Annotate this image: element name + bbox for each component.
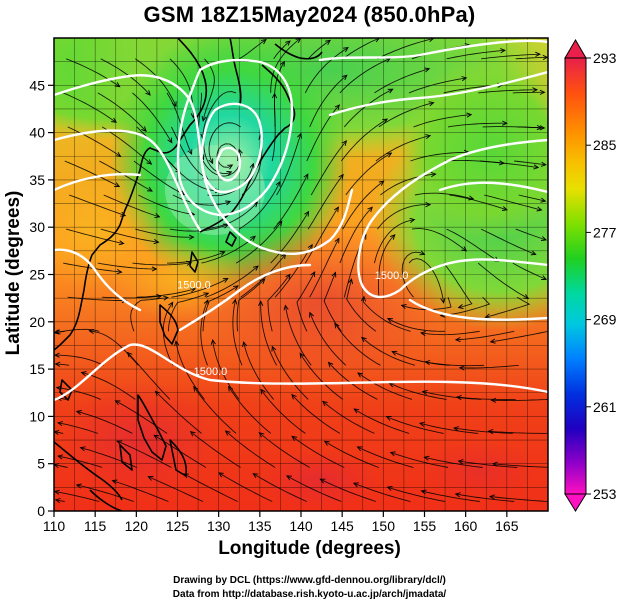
colorbar-scale: [564, 57, 587, 495]
colorbar-lower-triangle: [564, 493, 587, 512]
y-tick-label: 15: [29, 361, 45, 377]
y-tick-label: 10: [29, 408, 45, 424]
credit-data-source: Data from http://database.rish.kyoto-u.a…: [172, 589, 447, 600]
y-tick-label: 20: [29, 314, 45, 330]
x-tick-label: 140: [289, 518, 313, 534]
grid: [54, 38, 548, 511]
y-tick-label: 35: [29, 172, 45, 188]
x-tick-label: 125: [166, 518, 190, 534]
chart-title: GSM 18Z15May2024 (850.0hPa): [143, 2, 476, 27]
colorbar-tick-label: 293: [593, 50, 617, 66]
x-axis-label: Longitude (degrees): [218, 538, 401, 559]
x-axis-ticks: 110 115 120 125 130 135 140 145 150 155 160 165: [43, 511, 519, 534]
colorbar: 293 285 277 269 261 253: [564, 39, 617, 512]
x-tick-label: 115: [84, 518, 107, 534]
y-tick-label: 5: [37, 456, 45, 472]
contour-label: 1500.0: [375, 270, 409, 282]
colorbar-upper-triangle: [564, 39, 587, 59]
y-axis-ticks: 0 5 10 15 20 25 30 35 40 45: [29, 77, 54, 519]
colorbar-tick-label: 253: [593, 486, 617, 502]
contour-label: 1500.0: [194, 366, 228, 378]
x-tick-label: 130: [207, 518, 231, 534]
colorbar-tick-label: 285: [593, 137, 617, 153]
x-tick-label: 110: [43, 518, 66, 534]
colorbar-tick-label: 261: [593, 399, 617, 415]
contour-label: 1500.0: [177, 280, 211, 292]
coastlines: [54, 38, 323, 511]
x-tick-label: 160: [454, 518, 478, 534]
x-tick-label: 165: [495, 518, 519, 534]
x-tick-label: 145: [330, 518, 354, 534]
height-contours: [54, 39, 548, 402]
y-tick-label: 30: [29, 219, 45, 235]
x-tick-label: 120: [125, 518, 149, 534]
x-tick-label: 155: [413, 518, 437, 534]
y-tick-label: 0: [37, 503, 45, 519]
credit-drawing: Drawing by DCL (https://www.gfd-dennou.o…: [173, 575, 446, 586]
x-tick-label: 150: [372, 518, 396, 534]
contour-labels: 1500.0 1500.0 1500.0: [177, 270, 408, 378]
y-tick-label: 40: [29, 125, 45, 141]
colorbar-tick-label: 269: [593, 312, 617, 328]
y-tick-label: 45: [29, 77, 45, 93]
x-tick-label: 135: [248, 518, 272, 534]
colorbar-tick-label: 277: [593, 224, 617, 240]
y-tick-label: 25: [29, 267, 45, 283]
